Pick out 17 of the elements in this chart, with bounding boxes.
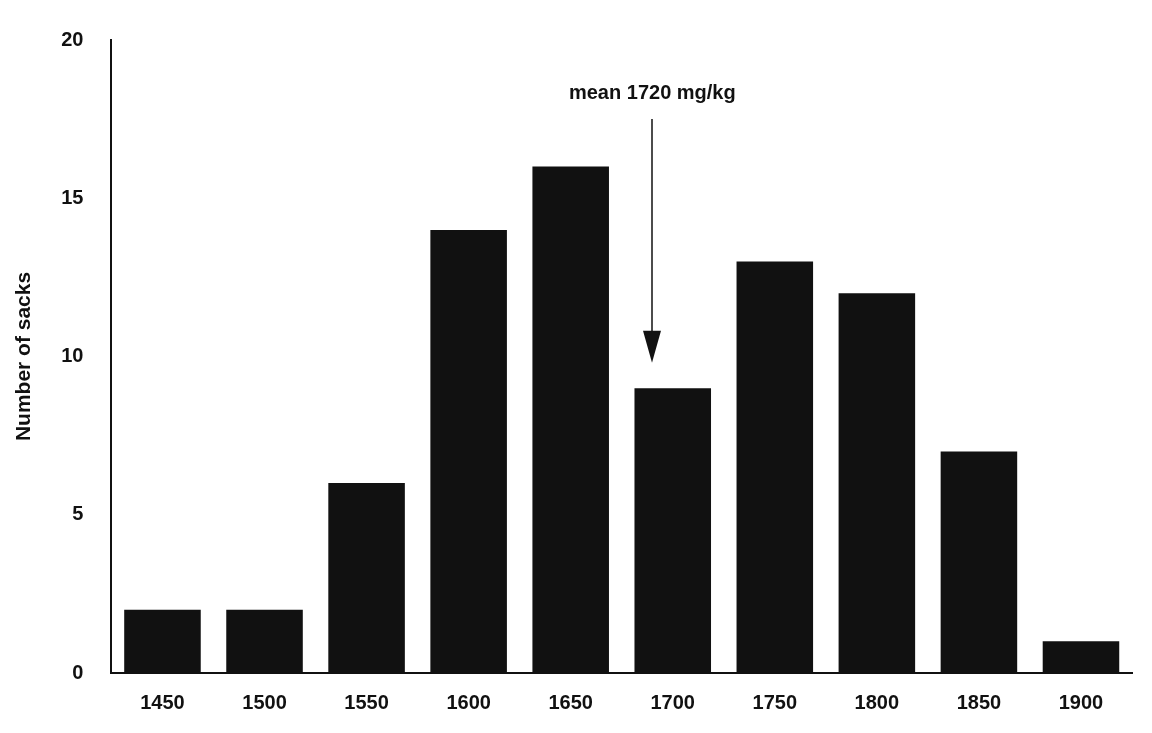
x-tick-label: 1550: [344, 690, 389, 713]
y-tick-label: 10: [61, 344, 84, 367]
x-tick-label: 1500: [242, 690, 287, 713]
x-tick-label: 1850: [956, 690, 1002, 713]
x-tick-label: 1600: [446, 690, 491, 713]
x-tick-label: 1650: [548, 690, 593, 713]
x-tick-label: 1700: [650, 690, 695, 713]
y-tick-label: 5: [72, 502, 84, 525]
x-tick-label: 1900: [1058, 690, 1104, 713]
x-tick-label: 1750: [752, 690, 798, 713]
y-tick-label: 0: [72, 660, 84, 683]
y-tick-label: 20: [61, 27, 84, 50]
y-axis-title: Number of sacks: [11, 271, 35, 442]
y-tick-label: 15: [61, 185, 84, 208]
annotation: mean 1720 mg/kg: [568, 80, 736, 103]
x-tick-label: 1800: [854, 690, 900, 713]
x-tick-label: 1450: [140, 690, 185, 713]
